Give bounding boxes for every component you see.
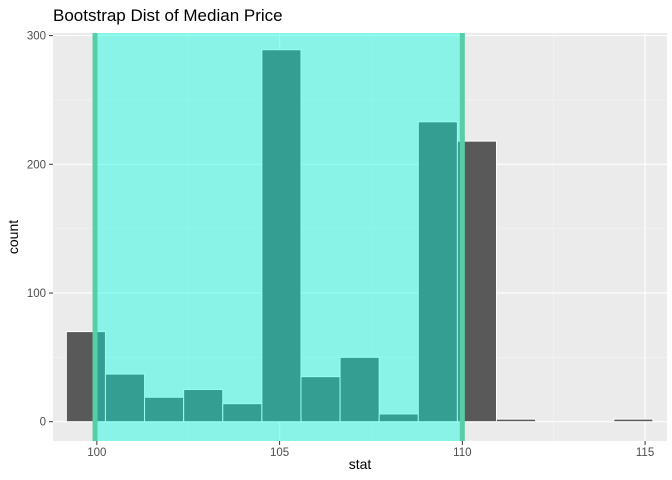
- histogram-bar: [613, 418, 654, 423]
- histogram-bar: [261, 49, 302, 423]
- x-tick-label: 100: [87, 447, 106, 459]
- histogram-bar: [144, 396, 185, 423]
- histogram-bar: [65, 331, 106, 423]
- histogram-bar: [417, 121, 458, 423]
- x-tick-label: 115: [636, 447, 654, 459]
- y-tick-label: 100: [27, 288, 46, 300]
- y-axis-title: count: [5, 220, 21, 254]
- confidence-interval: [92, 33, 465, 441]
- x-tick-label: 105: [270, 447, 289, 459]
- y-tick-label: 0: [40, 417, 46, 429]
- y-tick-label: 200: [27, 159, 46, 171]
- chart-title: Bootstrap Dist of Median Price: [53, 6, 283, 25]
- x-axis-ticks: 100 105 110 115: [87, 441, 654, 459]
- histogram-bar: [300, 376, 341, 423]
- histogram-bar: [496, 418, 537, 423]
- y-axis-ticks: 0 100 200 300: [27, 31, 53, 429]
- interval-shade: [95, 33, 463, 441]
- histogram-bar: [339, 356, 380, 423]
- x-axis-title: stat: [349, 456, 372, 472]
- histogram-bars: [65, 49, 654, 423]
- x-tick-label: 110: [453, 447, 471, 459]
- y-tick-label: 300: [27, 31, 46, 43]
